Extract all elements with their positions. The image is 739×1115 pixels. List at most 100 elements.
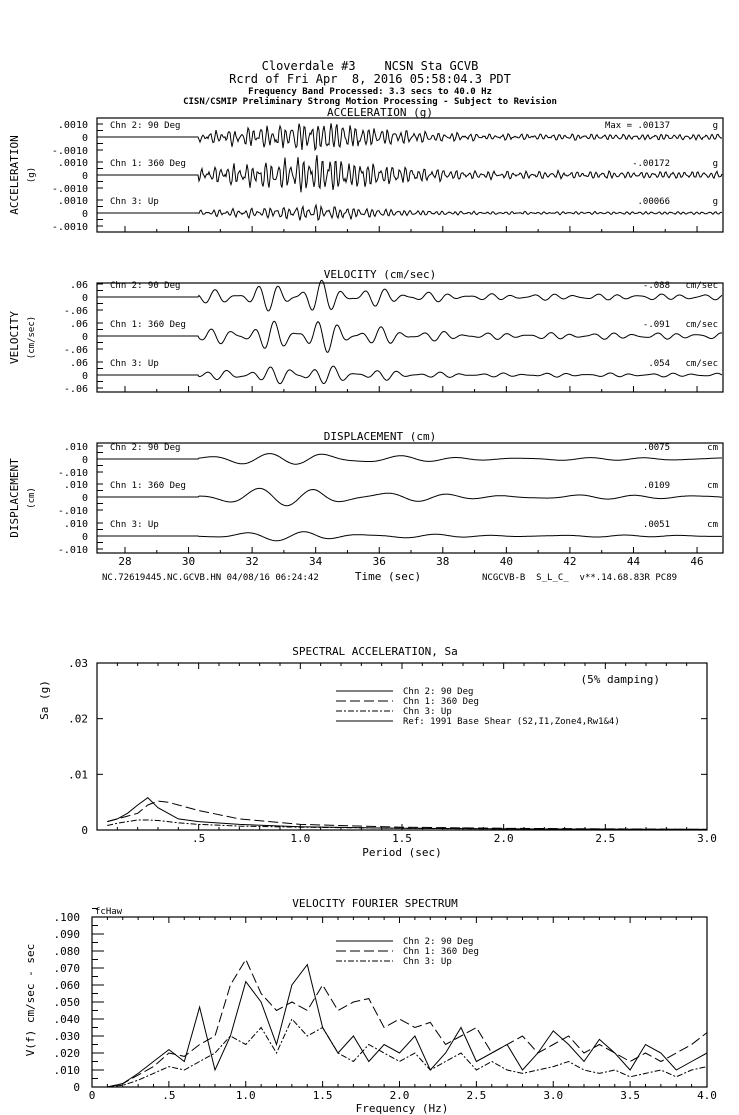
x-tick-label: 2.5	[466, 1089, 486, 1102]
header-station: Cloverdale #3 NCSN Sta GCVB	[262, 59, 479, 73]
y-axis-label: VELOCITY	[8, 311, 21, 364]
y-tick-label: -.06	[64, 384, 88, 395]
fourier-curve	[92, 958, 708, 1088]
channel-label: Chn 3: Up	[110, 520, 159, 530]
channel-label: Chn 2: 90 Deg	[110, 281, 180, 291]
y-axis-unit: (g)	[27, 167, 37, 183]
y-tick-label: 0	[82, 171, 88, 182]
sa-curve	[107, 819, 708, 830]
y-tick-label: .06	[70, 280, 88, 291]
waveform-trace	[98, 453, 722, 465]
peak-value: Max = .00137	[605, 121, 670, 131]
sa-curve	[107, 797, 708, 830]
x-tick-label: 34	[309, 555, 323, 568]
peak-unit: g	[713, 121, 718, 131]
x-tick-label: 3.5	[620, 1089, 640, 1102]
panel-title: ACCELERATION (g)	[327, 106, 433, 119]
y-tick-label: .010	[54, 1064, 81, 1077]
y-tick-label: 0	[82, 532, 88, 543]
peak-value: .0075	[643, 443, 670, 453]
x-axis-label: Period (sec)	[362, 846, 441, 859]
x-axis-label: Time (sec)	[355, 570, 421, 583]
fourier-curve	[92, 1018, 708, 1088]
legend-entry: Chn 2: 90 Deg	[403, 937, 473, 947]
x-tick-label: 38	[436, 555, 449, 568]
y-tick-label: .0010	[58, 120, 88, 131]
footer-left: NC.72619445.NC.GCVB.HN 04/08/16 06:24:42	[102, 573, 319, 583]
y-axis-unit: (cm)	[27, 487, 37, 509]
channel-label: Chn 1: 360 Deg	[110, 159, 186, 169]
x-tick-label: 46	[690, 555, 703, 568]
x-tick-label: 28	[118, 555, 131, 568]
y-tick-label: 0	[82, 209, 88, 220]
legend-entry: Chn 1: 360 Deg	[403, 947, 479, 957]
y-tick-label: .070	[54, 962, 81, 975]
x-tick-label: 3.0	[697, 832, 717, 845]
y-tick-label: .030	[54, 1030, 81, 1043]
fourier-curve	[92, 963, 708, 1088]
peak-value: .0109	[643, 481, 670, 491]
y-tick-label: .0010	[58, 196, 88, 207]
footer-right: NCGCVB-B S_L_C_ v**.14.68.83R PC89	[482, 573, 677, 583]
peak-unit: cm/sec	[685, 359, 718, 369]
x-tick-label: 32	[245, 555, 258, 568]
y-tick-label: .06	[70, 358, 88, 369]
x-tick-label: 0	[89, 1089, 96, 1102]
sa-curve	[107, 800, 708, 830]
waveform-trace	[98, 365, 723, 385]
legend-entry: Ref: 1991 Base Shear (S2,I1,Zone4,Rw1&4)	[403, 717, 620, 727]
x-tick-label: 3.0	[543, 1089, 563, 1102]
channel-label: Chn 1: 360 Deg	[110, 481, 186, 491]
y-tick-label: .080	[54, 945, 81, 958]
y-tick-label: -.010	[58, 468, 88, 479]
waveform-trace	[98, 123, 723, 152]
peak-unit: cm	[707, 481, 718, 491]
waveform-trace	[98, 487, 723, 507]
x-tick-label: 44	[627, 555, 641, 568]
peak-unit: cm	[707, 520, 718, 530]
y-tick-label: 0	[81, 824, 88, 837]
damping-note: (5% damping)	[581, 673, 660, 686]
peak-value: -.091	[643, 320, 670, 330]
x-tick-label: 1.5	[392, 832, 412, 845]
header-band: Frequency Band Processed: 3.3 secs to 40…	[248, 87, 492, 97]
sa-frame	[96, 662, 708, 831]
legend-entry: Chn 3: Up	[403, 957, 452, 967]
peak-unit: g	[713, 159, 718, 169]
peak-unit: cm/sec	[685, 320, 718, 330]
y-tick-label: -.0010	[52, 222, 88, 233]
sa-title: SPECTRAL ACCELERATION, Sa	[292, 645, 458, 658]
x-tick-label: 2.5	[595, 832, 615, 845]
peak-unit: cm/sec	[685, 281, 718, 291]
y-tick-label: -.0010	[52, 184, 88, 195]
legend-entry: Chn 1: 360 Deg	[403, 697, 479, 707]
y-axis-label: Sa (g)	[38, 680, 51, 720]
peak-unit: cm	[707, 443, 718, 453]
x-tick-label: 2.0	[390, 1089, 410, 1102]
y-tick-label: 0	[73, 1081, 80, 1094]
panel-frame	[96, 282, 724, 393]
y-tick-label: .020	[54, 1047, 81, 1060]
waveform-trace	[98, 531, 722, 542]
y-tick-label: 0	[82, 293, 88, 304]
peak-value: .00066	[637, 197, 670, 207]
x-tick-label: 1.0	[290, 832, 310, 845]
header-disclaimer: CISN/CSMIP Preliminary Strong Motion Pro…	[183, 96, 557, 107]
channel-label: Chn 2: 90 Deg	[110, 121, 180, 131]
y-tick-label: 0	[82, 371, 88, 382]
y-tick-label: -.0010	[52, 146, 88, 157]
y-tick-label: .100	[54, 911, 81, 924]
y-tick-label: 0	[82, 332, 88, 343]
waveform-trace	[98, 279, 723, 312]
x-tick-label: 1.5	[313, 1089, 333, 1102]
y-tick-label: .090	[54, 928, 81, 941]
y-tick-label: .0010	[58, 158, 88, 169]
y-axis-unit: (cm/sec)	[27, 316, 37, 359]
y-tick-label: -.010	[58, 506, 88, 517]
y-tick-label: -.06	[64, 306, 88, 317]
peak-value: -.088	[643, 281, 670, 291]
channel-label: Chn 3: Up	[110, 197, 159, 207]
x-tick-label: 36	[373, 555, 386, 568]
x-tick-label: .5	[192, 832, 205, 845]
